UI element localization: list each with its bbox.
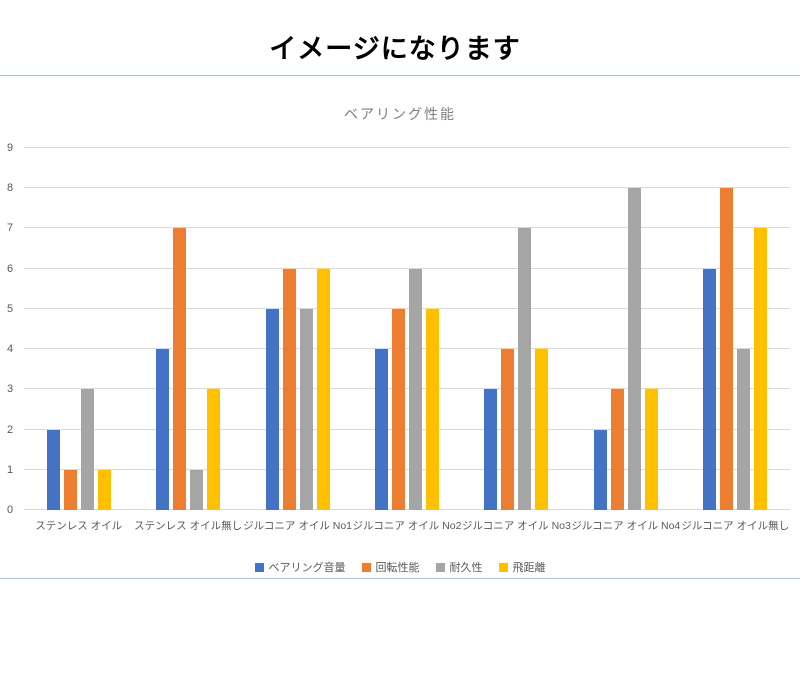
bar xyxy=(720,188,734,510)
gridline xyxy=(24,388,790,390)
bar-group xyxy=(681,148,790,510)
bar xyxy=(535,349,549,510)
x-axis-category-label: ジルコニア オイル No4 xyxy=(571,520,681,532)
bar xyxy=(501,349,515,510)
bar xyxy=(703,268,717,510)
y-tick-label: 8 xyxy=(7,182,14,195)
legend-label: 飛距離 xyxy=(512,562,546,574)
bar xyxy=(484,389,498,510)
gridline xyxy=(24,307,790,309)
x-axis-line xyxy=(24,509,790,510)
legend-swatch-icon xyxy=(254,562,264,572)
gridline xyxy=(24,267,790,269)
legend-item: ベアリング音量 xyxy=(254,559,346,575)
legend-swatch-icon xyxy=(435,562,445,572)
legend-label: ベアリング音量 xyxy=(268,562,346,574)
chart-title: ベアリング性能 xyxy=(344,106,456,122)
bar xyxy=(156,349,170,510)
bar xyxy=(627,188,641,510)
bar xyxy=(80,389,94,510)
gridlines xyxy=(24,147,790,510)
bar xyxy=(518,228,532,510)
y-tick-label: 1 xyxy=(7,463,14,476)
bar xyxy=(737,349,751,510)
gridline xyxy=(24,147,790,148)
gridline xyxy=(24,227,790,229)
y-tick-label: 4 xyxy=(7,343,14,356)
legend-item: 飛距離 xyxy=(498,559,546,575)
y-tick-label: 9 xyxy=(7,142,14,154)
bar-group xyxy=(352,148,461,510)
bar xyxy=(299,308,313,510)
x-axis-category-label: ステンレス オイル無し xyxy=(134,520,243,532)
bar-group xyxy=(24,148,133,510)
legend-label: 回転性能 xyxy=(375,562,420,574)
y-tick-label: 6 xyxy=(7,262,14,275)
legend-item: 回転性能 xyxy=(361,559,420,575)
bar xyxy=(391,308,405,510)
bar xyxy=(207,389,221,510)
x-axis-category-label: ステンレス オイル xyxy=(35,520,123,532)
page-title: イメージになります xyxy=(269,34,521,64)
plot-area xyxy=(24,147,790,510)
bar xyxy=(97,469,111,510)
legend-swatch-icon xyxy=(361,562,371,572)
bar xyxy=(644,389,658,510)
bar xyxy=(190,469,204,510)
gridline xyxy=(24,428,790,430)
bar xyxy=(46,429,60,510)
y-tick-label: 5 xyxy=(7,302,14,315)
bar xyxy=(374,349,388,510)
bar-groups xyxy=(24,148,790,510)
gridline xyxy=(24,468,790,470)
x-axis-category-label: ジルコニア オイル No1 xyxy=(243,520,352,532)
horizontal-rule-top xyxy=(0,75,800,76)
bar xyxy=(425,308,439,510)
bar xyxy=(754,228,768,510)
bar-group xyxy=(462,148,571,510)
bar xyxy=(408,268,422,510)
bar xyxy=(593,429,607,510)
y-tick-label: 3 xyxy=(7,383,14,396)
bar-group xyxy=(133,148,242,510)
bar xyxy=(173,228,187,510)
x-axis-category-label: ジルコニア オイル無し xyxy=(681,520,790,532)
horizontal-rule-bottom xyxy=(0,578,800,579)
bar-group xyxy=(243,148,352,510)
x-axis-labels: ステンレス オイル ステンレス オイル無し ジルコニア オイル No1 ジルコニア オ… xyxy=(24,518,790,533)
bar xyxy=(282,268,296,510)
x-axis-category-label: ジルコニア オイル No2 xyxy=(352,520,462,532)
bar-group xyxy=(571,148,680,510)
bar xyxy=(63,469,77,510)
gridline xyxy=(24,187,790,189)
y-tick-label: 2 xyxy=(7,423,14,436)
y-axis-tick-labels: 0 1 2 3 4 5 6 7 8 9 xyxy=(0,142,22,516)
y-tick-label: 7 xyxy=(7,222,14,235)
bar xyxy=(610,389,624,510)
x-axis-category-label: ジルコニア オイル No3 xyxy=(461,520,571,532)
legend-item: 耐久性 xyxy=(435,559,483,575)
legend-label: 耐久性 xyxy=(449,562,483,574)
gridline xyxy=(24,348,790,350)
legend: ベアリング音量 回転性能 耐久性 飛距離 xyxy=(0,559,800,575)
y-tick-label: 0 xyxy=(7,504,14,516)
legend-swatch-icon xyxy=(498,562,508,572)
bar xyxy=(265,308,279,510)
bar xyxy=(316,268,330,510)
